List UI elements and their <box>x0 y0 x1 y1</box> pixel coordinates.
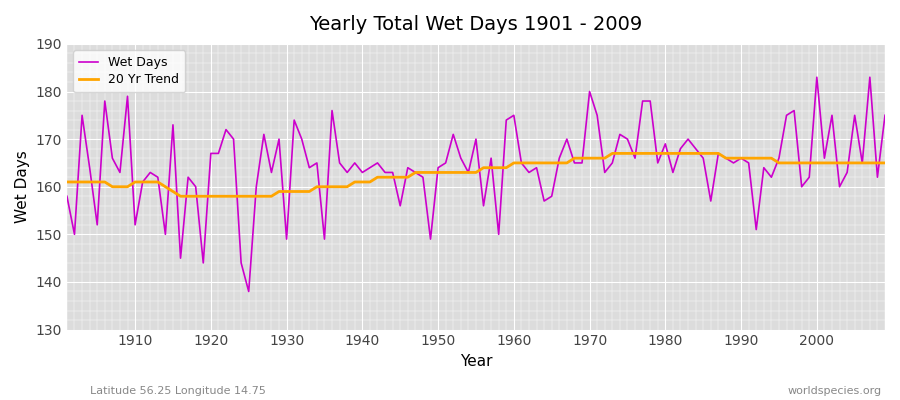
20 Yr Trend <box>296 189 307 194</box>
Wet Days <box>243 289 254 294</box>
20 Yr Trend <box>122 184 133 189</box>
20 Yr Trend <box>342 184 353 189</box>
Line: Wet Days: Wet Days <box>67 77 885 292</box>
Wet Days <box>61 194 72 199</box>
Legend: Wet Days, 20 Yr Trend: Wet Days, 20 Yr Trend <box>73 50 185 92</box>
Wet Days <box>812 75 823 80</box>
Title: Yearly Total Wet Days 1901 - 2009: Yearly Total Wet Days 1901 - 2009 <box>310 15 643 34</box>
20 Yr Trend <box>61 180 72 184</box>
20 Yr Trend <box>607 151 617 156</box>
20 Yr Trend <box>176 194 186 199</box>
Wet Days <box>516 160 526 165</box>
Text: Latitude 56.25 Longitude 14.75: Latitude 56.25 Longitude 14.75 <box>90 386 266 396</box>
Text: worldspecies.org: worldspecies.org <box>788 386 882 396</box>
Wet Days <box>879 113 890 118</box>
Line: 20 Yr Trend: 20 Yr Trend <box>67 154 885 196</box>
20 Yr Trend <box>615 151 626 156</box>
20 Yr Trend <box>879 160 890 165</box>
20 Yr Trend <box>516 160 526 165</box>
Wet Days <box>508 113 519 118</box>
Wet Days <box>122 94 133 99</box>
20 Yr Trend <box>508 160 519 165</box>
Wet Days <box>296 137 307 142</box>
Wet Days <box>607 160 617 165</box>
X-axis label: Year: Year <box>460 354 492 369</box>
Wet Days <box>342 170 353 175</box>
Y-axis label: Wet Days: Wet Days <box>15 150 30 223</box>
